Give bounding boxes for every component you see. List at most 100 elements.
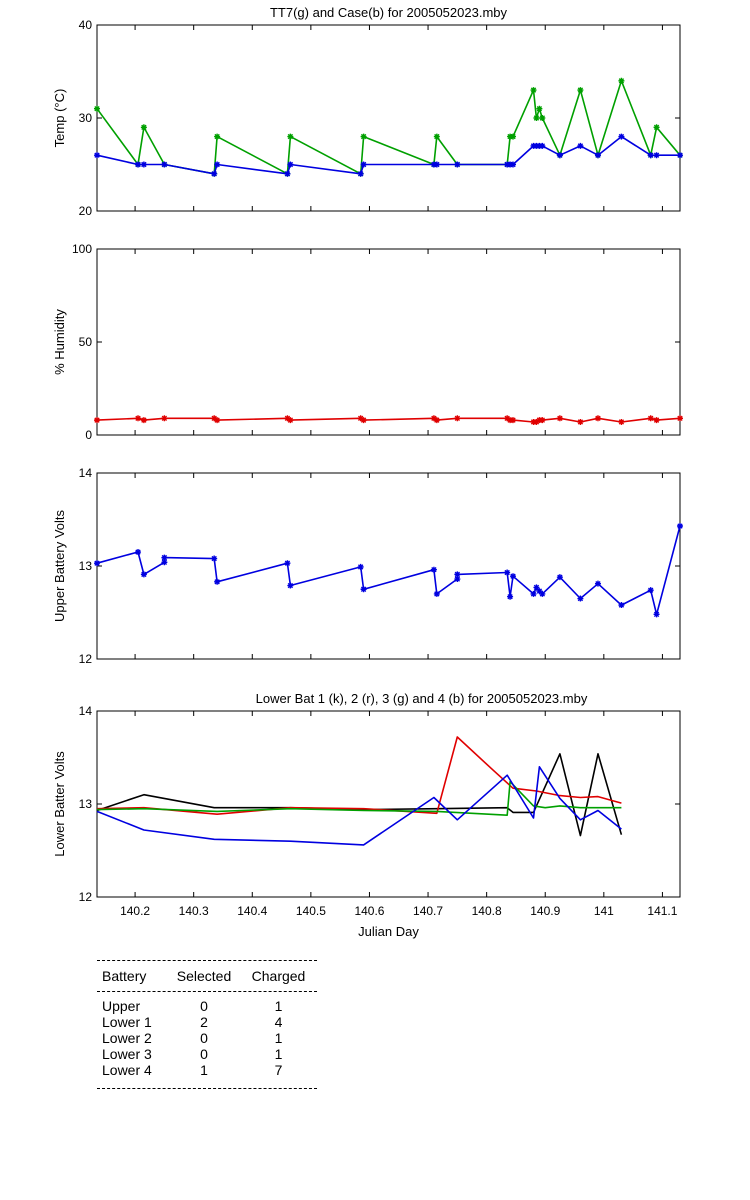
chart-3-series-1-point bbox=[510, 573, 517, 580]
chart-1-series-1-point bbox=[510, 133, 517, 140]
cell-battery: Lower 1 bbox=[102, 1014, 152, 1030]
chart-2-series-1-point bbox=[94, 417, 100, 424]
chart-4-ytick-label: 14 bbox=[79, 704, 93, 718]
chart-2-series-1-point bbox=[433, 417, 440, 424]
chart-4-xtick-label: 140.9 bbox=[530, 904, 560, 918]
chart-2-series-1-point bbox=[430, 415, 437, 422]
chart-3-series-1-point bbox=[454, 571, 461, 578]
chart-2-series-1-point bbox=[618, 418, 625, 425]
chart-1-series-1-point bbox=[618, 77, 625, 84]
chart-3-panel: 12 13 14 Upper Battery Volts bbox=[52, 466, 683, 666]
chart-2-ylabel: % Humidity bbox=[52, 309, 67, 375]
chart-2-series-1-point bbox=[161, 415, 168, 422]
chart-1-title: TT7(g) and Case(b) for 2005052023.mby bbox=[270, 5, 508, 20]
chart-4-series-3-line bbox=[96, 780, 622, 817]
chart-1-series-2-point bbox=[214, 161, 221, 168]
chart-3-series-1-point bbox=[539, 590, 546, 597]
chart-1-series-2-point bbox=[287, 161, 294, 168]
chart-1-series-2-point bbox=[135, 161, 142, 168]
chart-4-xtick-label: 140.2 bbox=[120, 904, 150, 918]
chart-1-series-2-point bbox=[647, 152, 654, 159]
chart-1-ytick-label: 40 bbox=[79, 18, 93, 32]
chart-2-series-1-point bbox=[284, 415, 291, 422]
chart-2-series-1-point bbox=[357, 415, 364, 422]
chart-3-ytick-label: 14 bbox=[79, 466, 93, 480]
chart-3-series-1-point bbox=[618, 602, 625, 609]
chart-2-series-1-point bbox=[556, 415, 563, 422]
chart-3-series-1-point bbox=[433, 590, 440, 597]
chart-3-ytick-label: 12 bbox=[79, 652, 93, 666]
chart-1-series-1-point bbox=[533, 115, 540, 121]
chart-4-series-1-line bbox=[96, 752, 623, 837]
cell-charged: 7 bbox=[274, 1062, 283, 1078]
chart-1-series-1-point bbox=[287, 133, 294, 140]
cell-selected: 0 bbox=[200, 1046, 208, 1062]
chart-4-title: Lower Bat 1 (k), 2 (r), 3 (g) and 4 (b) … bbox=[256, 691, 588, 706]
chart-4-series-4-line bbox=[96, 765, 622, 846]
chart-3-series-1-point bbox=[577, 595, 584, 602]
chart-2-series-1-point bbox=[647, 415, 654, 422]
chart-3-series-1-point bbox=[507, 593, 514, 600]
chart-1-ylabel: Temp (°C) bbox=[52, 89, 67, 148]
chart-4-ytick-label: 13 bbox=[79, 797, 93, 811]
chart-3-series-1-point bbox=[161, 559, 168, 566]
chart-1-series-2-point bbox=[653, 152, 660, 159]
chart-1-series-2-point bbox=[94, 152, 100, 159]
cell-charged: 1 bbox=[274, 1046, 283, 1062]
chart-3-series-1-point bbox=[284, 560, 291, 567]
chart-2-frame bbox=[96, 248, 681, 436]
chart-3-series-1-point bbox=[536, 588, 543, 595]
chart-3-series-1-point bbox=[653, 611, 660, 618]
chart-1-series-2-point bbox=[454, 161, 461, 168]
chart-4-panel: 12 13 14 140.2 140.3 140.4 140.5 140.6 140.7 140.… bbox=[52, 691, 681, 939]
chart-2-series-1-point bbox=[454, 415, 461, 422]
cell-battery: Lower 3 bbox=[102, 1046, 152, 1062]
chart-1-series-2-point bbox=[357, 170, 364, 177]
chart-2-series-1-point bbox=[211, 415, 218, 422]
chart-2-series-1-point bbox=[533, 418, 540, 425]
chart-4-ytick-label: 12 bbox=[79, 890, 93, 904]
chart-1-series-2-point bbox=[618, 133, 625, 140]
chart-1-series-2-point bbox=[284, 170, 291, 177]
chart-2-series-1-point bbox=[360, 417, 367, 424]
chart-3-series-1-point bbox=[504, 569, 511, 576]
cell-selected: 0 bbox=[200, 998, 208, 1014]
cell-charged: 4 bbox=[274, 1014, 283, 1030]
chart-1-series-2-point bbox=[556, 152, 563, 159]
table-row: Lower 4 1 7 bbox=[97, 1062, 317, 1078]
chart-3-series-1-point bbox=[140, 571, 147, 578]
cell-battery: Lower 4 bbox=[102, 1062, 152, 1078]
chart-4-xtick-label: 140.3 bbox=[179, 904, 209, 918]
chart-1-series-2-point bbox=[360, 161, 367, 168]
chart-2-series-1-line bbox=[96, 417, 681, 423]
chart-2-series-1-point bbox=[594, 415, 601, 422]
chart-3-series-1-point bbox=[530, 590, 537, 597]
chart-4-frame bbox=[96, 710, 681, 898]
chart-1-ytick-label: 20 bbox=[79, 204, 93, 218]
table-header-row: Battery Selected Charged bbox=[97, 961, 317, 991]
chart-1-frame bbox=[96, 24, 681, 212]
chart-3-series-1-point bbox=[287, 582, 294, 589]
chart-1-series-2-point bbox=[140, 161, 147, 168]
chart-2-series-1-point bbox=[214, 417, 221, 424]
chart-3-series-1-point bbox=[214, 578, 221, 585]
chart-4-xtick-label: 140.4 bbox=[237, 904, 267, 918]
chart-2-series-1-point bbox=[140, 417, 147, 424]
chart-4-xtick-label: 141.1 bbox=[647, 904, 677, 918]
cell-selected: 2 bbox=[200, 1014, 208, 1030]
chart-3-series-1-point bbox=[556, 574, 563, 581]
chart-1-series-1-point bbox=[530, 87, 537, 94]
chart-1-series-1-point bbox=[653, 124, 660, 131]
chart-3-series-1-point bbox=[360, 586, 367, 593]
chart-3-series-1-line bbox=[96, 525, 681, 616]
chart-1-series-2-point bbox=[677, 152, 683, 159]
chart-4-xlabel: Julian Day bbox=[358, 924, 419, 939]
chart-1-series-1-point bbox=[539, 115, 546, 121]
table-row: Lower 2 0 1 bbox=[97, 1030, 317, 1046]
chart-1-series-2-point bbox=[539, 142, 546, 149]
chart-1-series-1-point bbox=[94, 105, 100, 112]
chart-1-series-1-point bbox=[577, 87, 584, 94]
chart-4-xtick-label: 140.7 bbox=[413, 904, 443, 918]
chart-4-xtick-label: 140.8 bbox=[472, 904, 502, 918]
table-row: Lower 1 2 4 bbox=[97, 1014, 317, 1030]
